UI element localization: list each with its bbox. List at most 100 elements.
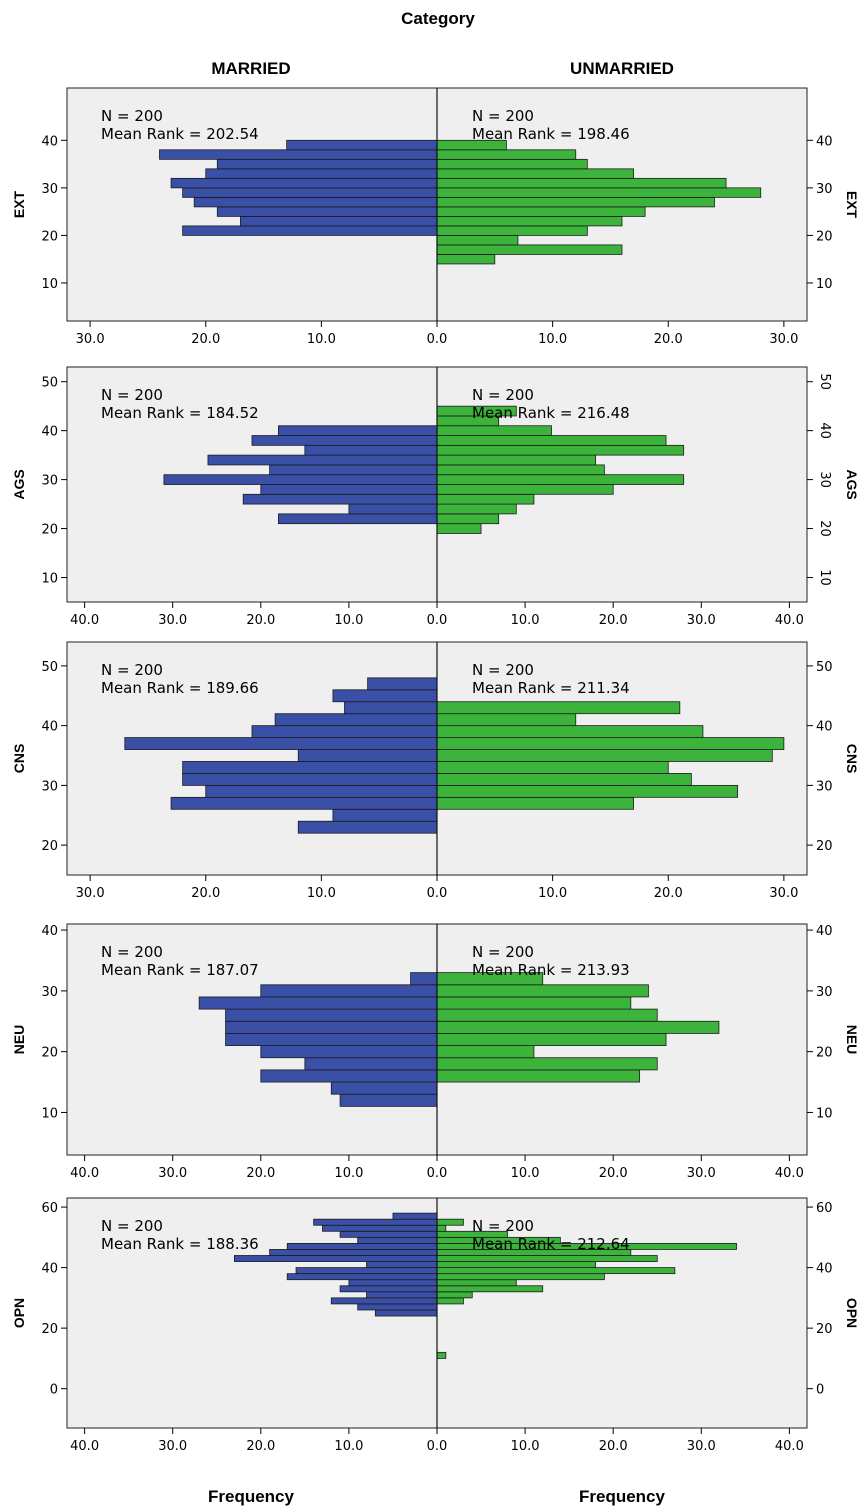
bar-married — [124, 737, 438, 750]
bar-married — [339, 1285, 438, 1293]
stat-mean-rank-unmarried: Mean Rank = 213.93 — [472, 961, 630, 979]
x-tick-label: 20.0 — [191, 886, 220, 901]
y-tick-label-right: 40 — [816, 1262, 833, 1277]
x-tick-label: 10.0 — [307, 886, 336, 901]
bar-married — [205, 168, 438, 179]
y-tick-label-right: 30 — [817, 471, 832, 488]
bar-married — [225, 1008, 438, 1022]
bar-unmarried — [436, 996, 632, 1010]
bar-unmarried — [436, 737, 785, 750]
bar-married — [297, 749, 438, 762]
y-axis-label-right: EXT — [844, 191, 859, 219]
x-tick-label: 40.0 — [70, 613, 99, 628]
x-tick-label: 30.0 — [769, 332, 798, 347]
bar-unmarried — [436, 503, 517, 515]
y-tick-label-left: 20 — [41, 1046, 58, 1061]
y-tick-label-left: 10 — [41, 572, 58, 587]
y-tick-label-left: 40 — [41, 1262, 58, 1277]
x-tick-label: 20.0 — [599, 1166, 628, 1181]
stat-mean-rank-unmarried: Mean Rank = 212.64 — [472, 1235, 630, 1253]
stat-mean-rank-married: Mean Rank = 202.54 — [101, 125, 259, 143]
bar-married — [304, 1057, 438, 1071]
bar-married — [225, 1033, 438, 1046]
y-tick-label-left: 20 — [41, 523, 58, 538]
y-tick-label-left: 20 — [41, 839, 58, 854]
bar-married — [286, 1242, 438, 1250]
y-axis-label-left: AGS — [11, 469, 27, 499]
bar-married — [278, 425, 438, 436]
bar-unmarried — [436, 1069, 641, 1083]
bar-married — [339, 1093, 438, 1107]
bar-unmarried — [436, 513, 500, 525]
x-tick-label: 0.0 — [427, 332, 448, 347]
bar-married — [225, 1020, 438, 1034]
bar-unmarried — [436, 1045, 535, 1059]
bar-married — [332, 808, 438, 822]
stat-n-unmarried: N = 200 — [472, 943, 534, 961]
x-tick-label: 10.0 — [511, 613, 540, 628]
stat-n-married: N = 200 — [101, 386, 163, 404]
x-tick-label: 40.0 — [70, 1439, 99, 1454]
bar-married — [366, 1261, 438, 1269]
bar-married — [269, 1249, 438, 1256]
y-tick-label-right: 20 — [816, 1046, 833, 1061]
bar-married — [313, 1218, 438, 1226]
x-tick-label: 40.0 — [775, 1439, 804, 1454]
x-tick-label: 10.0 — [307, 332, 336, 347]
bar-married — [357, 1303, 438, 1311]
bar-married — [193, 196, 438, 208]
y-axis-label-right: OPN — [844, 1298, 859, 1328]
x-tick-label: 10.0 — [334, 1166, 363, 1181]
bar-married — [374, 1309, 438, 1317]
bar-unmarried — [436, 196, 715, 208]
stat-mean-rank-married: Mean Rank = 189.66 — [101, 679, 259, 697]
panel-ags: 10 10 20 20 30 30 40 40 50 50 40.0 30.0 20.0 10.0 0.0 1… — [11, 366, 859, 628]
x-tick-label: 0.0 — [427, 886, 448, 901]
group-label-married: MARRIED — [211, 59, 290, 78]
y-tick-label-right: 10 — [816, 1106, 833, 1121]
bar-unmarried — [436, 435, 667, 446]
y-tick-label-left: 40 — [41, 924, 58, 939]
bar-unmarried — [436, 454, 596, 466]
y-axis-label-right: AGS — [844, 469, 859, 499]
bar-married — [330, 1081, 438, 1095]
y-tick-label-right: 40 — [817, 422, 832, 439]
bar-married — [339, 1230, 438, 1238]
bar-married — [260, 1045, 438, 1059]
bar-married — [278, 513, 438, 525]
bar-married — [182, 761, 438, 774]
x-axis-label-unmarried: Frequency — [579, 1487, 666, 1506]
bar-unmarried — [436, 1261, 596, 1269]
bar-married — [357, 1236, 438, 1244]
bar-unmarried — [436, 149, 577, 160]
x-tick-label: 0.0 — [427, 1439, 448, 1454]
y-tick-label-right: 30 — [816, 779, 833, 794]
x-tick-label: 0.0 — [427, 1166, 448, 1181]
bar-married — [260, 484, 438, 495]
bar-unmarried — [436, 1297, 464, 1305]
bar-married — [198, 996, 438, 1010]
x-tick-label: 30.0 — [687, 613, 716, 628]
bar-unmarried — [436, 523, 482, 534]
bar-unmarried — [436, 493, 535, 505]
bar-married — [269, 464, 438, 476]
bar-unmarried — [436, 984, 649, 998]
bar-unmarried — [436, 484, 614, 495]
bar-unmarried — [436, 761, 669, 774]
bar-unmarried — [436, 796, 634, 810]
bar-unmarried — [436, 773, 692, 786]
bar-unmarried — [436, 158, 588, 170]
stat-mean-rank-unmarried: Mean Rank = 216.48 — [472, 404, 630, 422]
bar-unmarried — [436, 1279, 517, 1287]
bar-unmarried — [436, 444, 685, 456]
panel-neu: 10 10 20 20 30 30 40 40 40.0 30.0 20.0 10.0 0.0 10.0 2… — [11, 923, 859, 1181]
stat-mean-rank-married: Mean Rank = 188.36 — [101, 1235, 259, 1253]
x-tick-label: 30.0 — [158, 1166, 187, 1181]
y-tick-label-right: 10 — [816, 277, 833, 292]
bar-unmarried — [436, 1351, 447, 1359]
y-tick-label-left: 10 — [41, 1106, 58, 1121]
bar-unmarried — [436, 749, 773, 762]
bar-married — [344, 701, 438, 715]
bar-unmarried — [436, 177, 727, 189]
panel-ext: 10 10 20 20 30 30 40 40 30.0 20.0 10.0 0.0 10.0 20.0 3… — [11, 87, 859, 347]
